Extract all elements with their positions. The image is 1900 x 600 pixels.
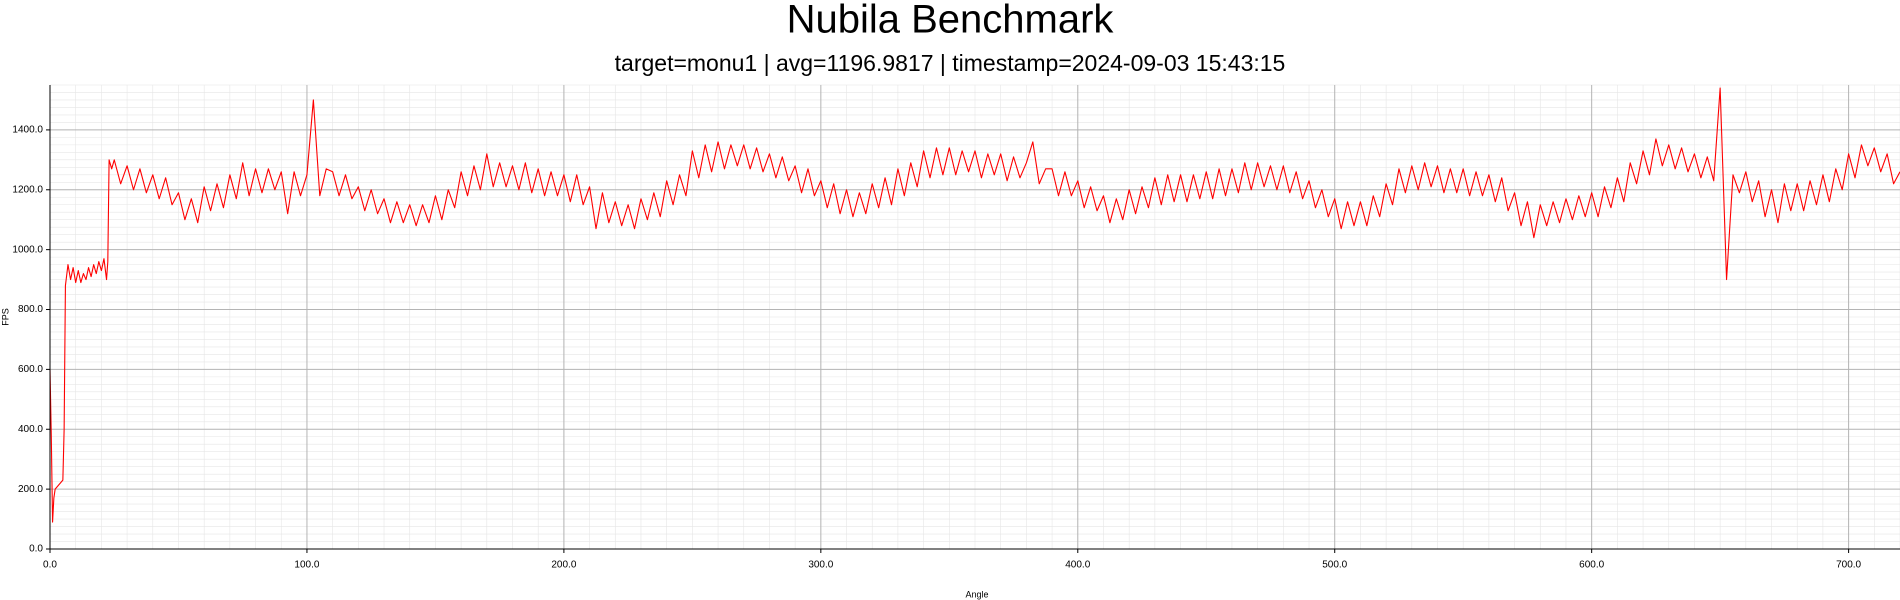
x-tick-label: 600.0 <box>1579 560 1604 571</box>
grid <box>49 84 1900 550</box>
x-tick-label: 200.0 <box>551 560 576 571</box>
chart-title: Nubila Benchmark <box>787 0 1115 42</box>
y-tick-label: 600.0 <box>18 364 43 375</box>
y-tick-label: 1000.0 <box>12 244 43 255</box>
chart-subtitle: target=monu1 | avg=1196.9817 | timestamp… <box>615 50 1286 76</box>
x-axis-label: Angle <box>965 589 988 599</box>
x-tick-label: 300.0 <box>808 560 833 571</box>
x-tick-label: 0.0 <box>43 560 57 571</box>
x-tick-label: 100.0 <box>294 560 319 571</box>
y-axis-label: FPS <box>0 308 10 326</box>
y-tick-label: 400.0 <box>18 424 43 435</box>
y-tick-label: 800.0 <box>18 304 43 315</box>
y-tick-label: 0.0 <box>29 544 43 555</box>
x-tick-label: 400.0 <box>1065 560 1090 571</box>
plot-area <box>49 87 1900 523</box>
y-tick-label: 1400.0 <box>12 125 43 136</box>
y-tick-label: 1200.0 <box>12 184 43 195</box>
x-tick-label: 700.0 <box>1836 560 1861 571</box>
x-tick-label: 500.0 <box>1322 560 1347 571</box>
y-tick-label: 200.0 <box>18 484 43 495</box>
data-line <box>49 87 1900 523</box>
